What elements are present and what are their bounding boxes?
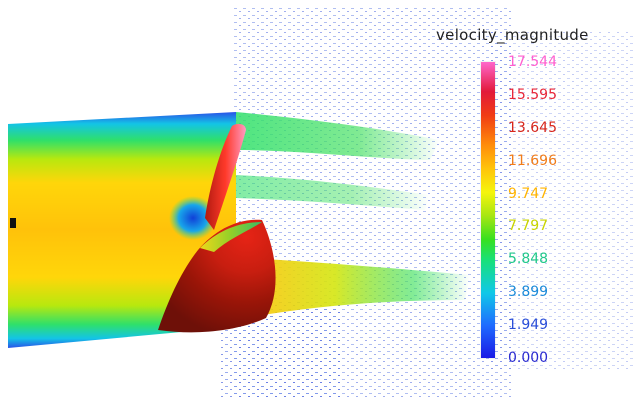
vector-field xyxy=(221,8,634,398)
upper-propeller-blade xyxy=(205,123,246,230)
colorbar-tick-label: 7.797 xyxy=(508,218,549,235)
lower-propeller-blade xyxy=(158,219,276,333)
colorbar-tick-label: 1.949 xyxy=(508,317,549,334)
colorbar-tick-label: 17.544 xyxy=(508,54,557,70)
colorbar-tick-label: 15.595 xyxy=(508,86,557,103)
upper-jet xyxy=(236,112,440,160)
middle-jet xyxy=(236,175,430,210)
propeller-shaft xyxy=(10,218,16,228)
hub-wake-region xyxy=(169,196,217,240)
colorbar-tick-label: 3.899 xyxy=(508,284,549,301)
colorbar xyxy=(481,62,495,358)
colorbar-tick-label: 5.848 xyxy=(508,251,549,268)
lower-jet xyxy=(245,258,470,318)
colorbar-tick-label: 0.000 xyxy=(508,350,549,366)
colorbar-tick-label: 9.747 xyxy=(508,185,549,202)
colorbar-tick-label: 11.696 xyxy=(508,152,557,169)
lower-blade-edge xyxy=(200,222,262,252)
colorbar-tick-label: 13.645 xyxy=(508,119,557,136)
legend-title: velocity_magnitude xyxy=(436,26,589,44)
